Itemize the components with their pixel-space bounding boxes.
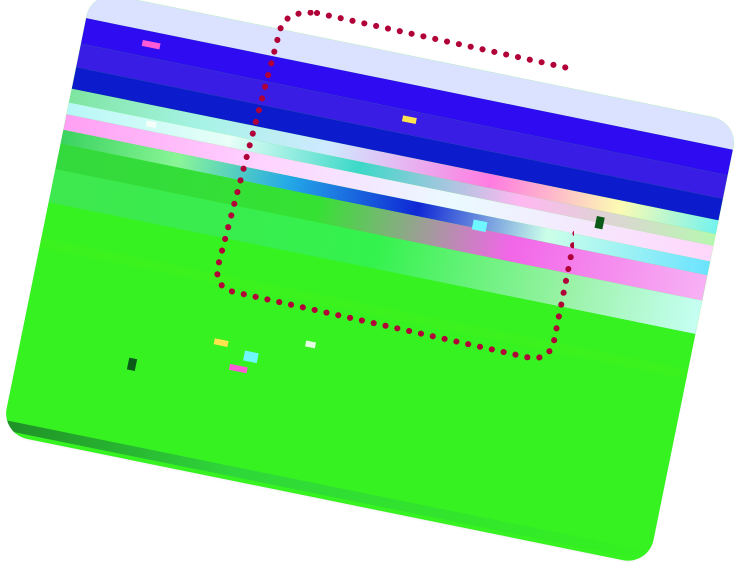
- glitched-image-card: [1, 0, 739, 566]
- canvas: [1, 0, 739, 566]
